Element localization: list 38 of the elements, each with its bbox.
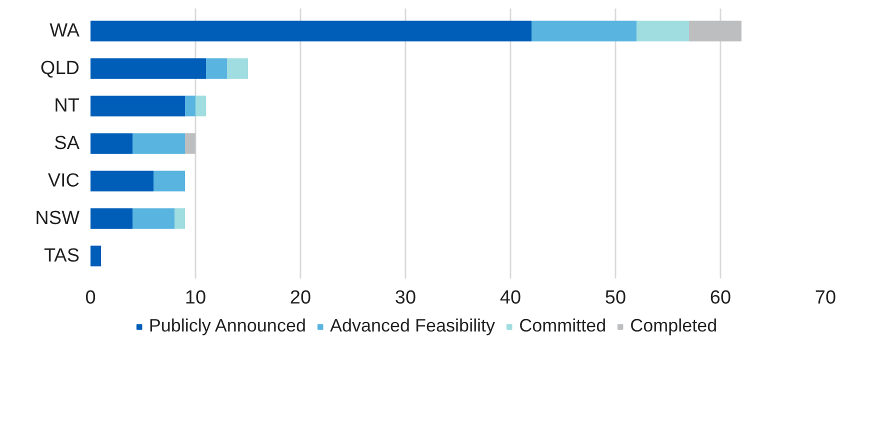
bar <box>227 58 248 79</box>
legend-label: Publicly Announced <box>148 316 306 336</box>
bar <box>90 96 185 116</box>
bar <box>532 20 636 42</box>
bar <box>185 96 196 116</box>
bar <box>206 58 227 79</box>
bar <box>196 96 206 116</box>
legend-label: Advanced Feasibility <box>330 316 496 336</box>
bar <box>132 133 185 154</box>
x-tick-label: 50 <box>604 288 626 308</box>
legend-label: Completed <box>630 316 718 336</box>
x-tick-label: 40 <box>500 288 522 308</box>
x-tick-label: 70 <box>814 288 836 308</box>
bar <box>90 170 154 192</box>
y-tick-label: SA <box>54 133 80 154</box>
bar <box>689 20 742 42</box>
bar <box>174 208 185 229</box>
y-tick-label: WA <box>50 20 80 42</box>
x-tick-label: 10 <box>184 288 206 308</box>
bar <box>90 246 101 266</box>
y-tick-label: NSW <box>35 208 80 229</box>
x-tick-label: 30 <box>394 288 416 308</box>
bar <box>90 133 132 154</box>
bar <box>90 58 206 79</box>
bar <box>90 20 532 42</box>
y-tick-label: QLD <box>40 58 80 79</box>
legend-label: Committed <box>519 316 606 336</box>
bar <box>154 170 185 192</box>
bar <box>185 133 196 154</box>
bar <box>132 208 174 229</box>
x-tick-label: 20 <box>290 288 312 308</box>
x-tick-label: 0 <box>85 288 96 308</box>
bar <box>90 208 132 229</box>
y-tick-label: NT <box>54 96 80 116</box>
y-tick-label: VIC <box>48 170 80 192</box>
x-tick-label: 60 <box>710 288 732 308</box>
y-tick-label: TAS <box>44 246 80 266</box>
bar <box>636 20 689 42</box>
